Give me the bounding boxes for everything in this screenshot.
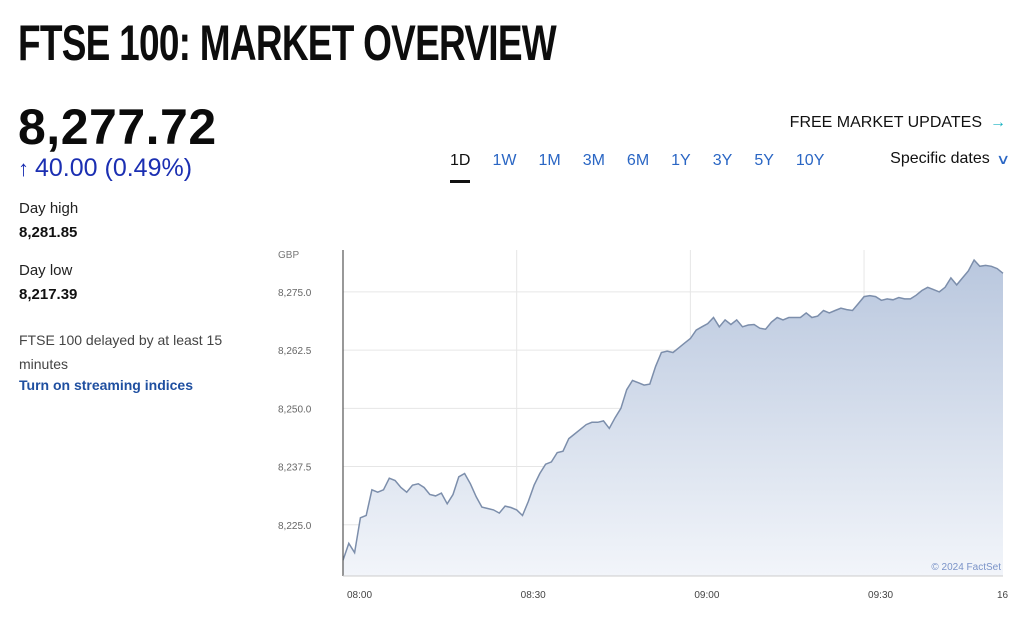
y-unit-label: GBP: [278, 250, 299, 261]
delayed-note: FTSE 100 delayed by at least 15 minutes: [19, 332, 223, 372]
index-price: 8,277.72: [18, 99, 217, 155]
chevron-down-icon: ∨: [995, 150, 1011, 167]
range-tab-3y[interactable]: 3Y: [712, 152, 733, 169]
specific-dates-dropdown[interactable]: Specific dates ∨: [890, 150, 1011, 168]
range-tab-1w[interactable]: 1W: [492, 152, 517, 169]
range-tab-1m[interactable]: 1M: [538, 152, 561, 169]
y-tick-label: 8,237.5: [278, 463, 312, 474]
area-fill: [343, 260, 1003, 576]
y-tick-label: 8,225.0: [278, 521, 312, 532]
y-tick-label: 8,262.5: [278, 346, 312, 357]
day-high-label: Day high: [19, 200, 79, 217]
day-high-value: 8,281.85: [19, 224, 78, 241]
x-tick-label: 09:00: [694, 590, 719, 601]
external-link-icon: →: [990, 114, 1006, 131]
range-tab-6m[interactable]: 6M: [626, 152, 650, 169]
day-low-label: Day low: [19, 262, 73, 279]
index-chart: 8,225.0 8,237.5 8,250.0 8,262.5 8,275.0 08:00…: [278, 250, 1009, 601]
day-low-value: 8,217.39: [19, 286, 78, 303]
y-tick-label: 8,275.0: [278, 288, 312, 299]
range-tab-3m[interactable]: 3M: [582, 152, 605, 169]
free-market-updates-link[interactable]: FREE MARKET UPDATES →: [790, 114, 1006, 132]
price-change-value: 40.00 (0.49%): [35, 154, 193, 182]
series-line: [342, 258, 1004, 561]
range-tab-5y[interactable]: 5Y: [754, 152, 774, 169]
streaming-indices-link[interactable]: Turn on streaming indices: [19, 377, 193, 393]
range-tab-10y[interactable]: 10Y: [795, 152, 825, 169]
free-market-updates-label: FREE MARKET UPDATES: [789, 114, 982, 131]
range-tab-1y[interactable]: 1Y: [671, 152, 691, 169]
up-arrow-icon: ↑: [18, 155, 29, 181]
range-tab-1d[interactable]: 1D: [450, 150, 471, 183]
specific-dates-label: Specific dates: [890, 150, 990, 167]
chart-credit: © 2024 FactSet: [931, 562, 1001, 573]
x-tick-label: 08:00: [347, 590, 372, 601]
time-range-tabs: 1D 1W 1M 3M 6M 1Y 3Y 5Y 10Y: [450, 150, 846, 183]
x-tick-label: 09:30: [868, 590, 893, 601]
x-tick-label: 08:30: [521, 590, 546, 601]
page-title: FTSE 100: MARKET OVERVIEW: [18, 15, 557, 71]
x-tick-label: 16: [997, 590, 1009, 601]
price-change: ↑ 40.00 (0.49%): [18, 154, 192, 183]
y-tick-label: 8,250.0: [278, 404, 312, 415]
